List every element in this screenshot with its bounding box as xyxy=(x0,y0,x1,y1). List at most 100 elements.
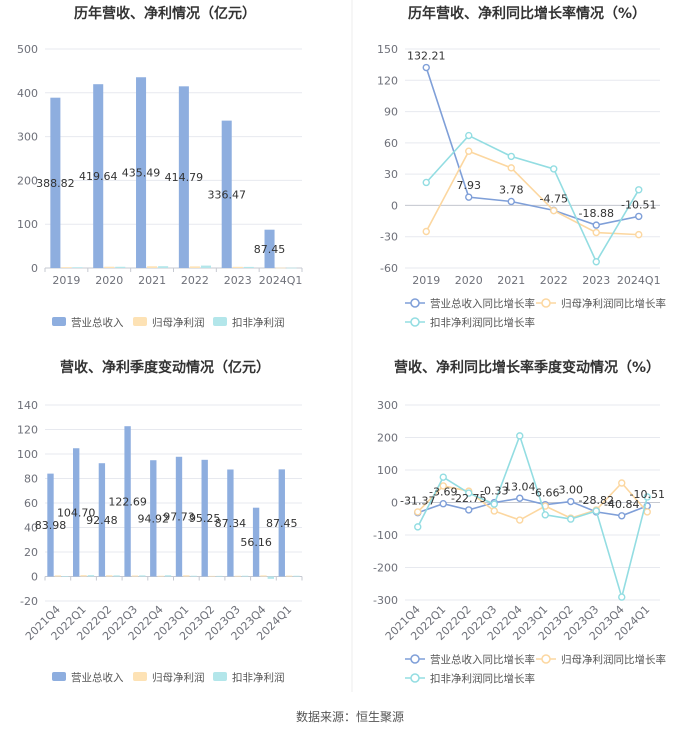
bar xyxy=(264,229,275,268)
y-tick-label: 0 xyxy=(391,199,398,212)
bar xyxy=(124,426,131,577)
legend-swatch xyxy=(52,317,66,326)
bar xyxy=(54,575,62,577)
legend-label: 扣非净利润同比增长率 xyxy=(430,672,535,685)
bar xyxy=(267,576,274,579)
legend-item: 营业总收入同比增长率 xyxy=(405,653,535,666)
y-tick-label: 500 xyxy=(17,43,38,56)
bar xyxy=(104,266,115,268)
y-tick-label: 120 xyxy=(17,424,38,437)
data-label: 95.25 xyxy=(189,512,221,525)
x-tick-label: 2022 xyxy=(540,274,568,287)
data-label: -3.69 xyxy=(429,486,457,499)
bar xyxy=(260,575,267,577)
bar xyxy=(147,266,158,268)
data-point xyxy=(490,500,498,508)
legend-item: 归母净利润同比增长率 xyxy=(536,653,666,666)
data-label: 87.34 xyxy=(215,517,247,530)
data-label: 87.45 xyxy=(266,517,298,530)
bar xyxy=(158,266,169,268)
bar xyxy=(234,575,241,577)
data-label: 336.47 xyxy=(207,188,246,201)
data-point xyxy=(550,206,558,215)
x-tick-label: 2021 xyxy=(497,274,525,287)
bar xyxy=(221,120,232,269)
data-point xyxy=(465,131,473,140)
series-2 xyxy=(62,575,300,579)
bar xyxy=(241,575,249,577)
y-tick-label: 60 xyxy=(384,137,398,150)
annual-revenue-profit-chart: 历年营收、净利情况（亿元） 0 100 200 300 400 500 2019 2020 202… xyxy=(17,5,303,329)
legend-item: 扣非净利润 xyxy=(213,671,285,684)
data-label: 3.78 xyxy=(499,183,524,196)
legend-item: 营业总收入同比增长率 xyxy=(405,297,535,310)
y-tick-label: -100 xyxy=(373,529,398,542)
data-label: 97.73 xyxy=(163,511,195,524)
data-point xyxy=(422,227,430,236)
legend-marker xyxy=(541,654,551,664)
x-tick-label: 2024Q1 xyxy=(617,274,661,287)
data-label: -10.51 xyxy=(621,198,656,211)
legend-label: 扣非净利润 xyxy=(232,671,285,684)
y-tick-label: 0 xyxy=(31,262,38,275)
bar xyxy=(190,575,197,577)
data-point xyxy=(422,63,430,72)
y-tick-label: 140 xyxy=(17,399,38,412)
legend-label: 归母净利润同比增长率 xyxy=(561,297,666,310)
y-tick-label: 20 xyxy=(24,546,38,559)
bar xyxy=(216,575,223,577)
bar xyxy=(87,575,95,577)
legend-item: 归母净利润 xyxy=(133,671,205,684)
data-point xyxy=(618,479,626,487)
bar xyxy=(113,575,120,577)
data-point xyxy=(422,178,430,187)
bar xyxy=(139,575,146,577)
data-point xyxy=(592,228,600,237)
data-label: 92.48 xyxy=(86,514,118,527)
series-1 xyxy=(422,147,643,239)
series-line xyxy=(425,150,639,236)
data-label: 104.70 xyxy=(57,506,96,519)
data-point xyxy=(567,515,575,523)
series-2 xyxy=(422,131,643,266)
y-tick-label: 100 xyxy=(17,448,38,461)
data-label: 419.64 xyxy=(79,170,118,183)
legend-swatch xyxy=(133,672,147,681)
data-point xyxy=(516,432,524,440)
bar xyxy=(150,460,157,577)
legend-marker xyxy=(410,673,420,683)
data-point xyxy=(567,497,575,506)
y-tick-label: 30 xyxy=(384,168,398,181)
bar xyxy=(47,473,54,577)
legend-label: 营业总收入同比增长率 xyxy=(430,297,535,310)
series-line xyxy=(417,497,648,517)
bar xyxy=(200,265,211,268)
data-label: 414.79 xyxy=(165,171,204,184)
y-tick-label: -300 xyxy=(373,594,398,607)
data-point xyxy=(414,523,422,531)
data-point xyxy=(507,164,515,172)
data-label: 132.21 xyxy=(407,50,446,63)
legend-item: 营业总收入 xyxy=(52,671,124,684)
data-point xyxy=(618,593,626,601)
x-tick-label: 2019 xyxy=(412,274,440,287)
bar xyxy=(178,86,189,268)
series-1 xyxy=(61,266,286,269)
bar xyxy=(275,267,286,269)
chart-title: 营收、净利季度变动情况（亿元） xyxy=(60,359,270,376)
bar xyxy=(131,575,139,577)
legend-label: 扣非净利润 xyxy=(232,316,285,329)
legend-label: 归母净利润 xyxy=(152,316,205,329)
series-0 xyxy=(50,77,275,269)
legend-label: 营业总收入 xyxy=(71,671,124,684)
bar xyxy=(61,267,72,268)
bar xyxy=(72,267,83,268)
x-tick-label: 2019 xyxy=(52,274,80,287)
x-tick-label: 2022 xyxy=(181,274,209,287)
data-label: -22.75 xyxy=(451,492,486,505)
data-label: 56.16 xyxy=(240,536,272,549)
y-tick-label: 400 xyxy=(17,87,38,100)
data-label: 94.92 xyxy=(138,512,170,525)
series-0 xyxy=(47,426,285,577)
chart-title: 历年营收、净利情况（亿元） xyxy=(74,5,256,22)
